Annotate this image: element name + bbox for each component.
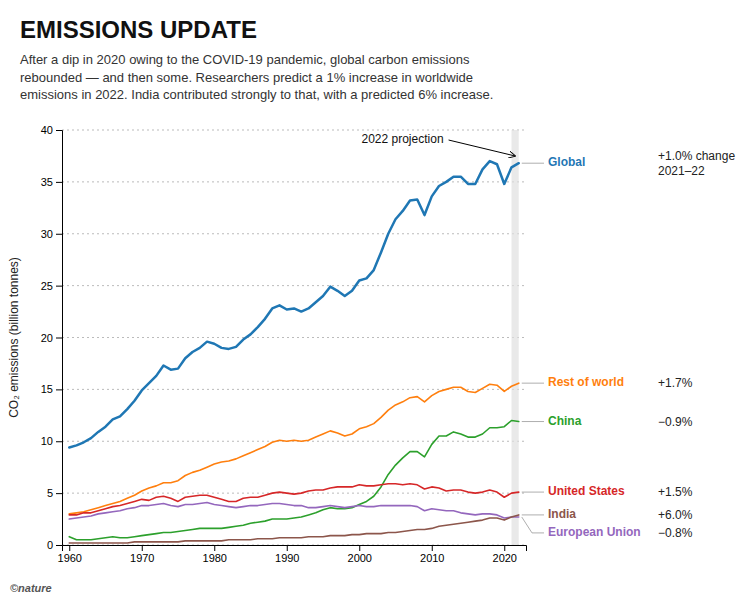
annotation-arrow — [449, 140, 516, 156]
x-tick-mark — [287, 545, 288, 551]
x-tick-label: 1960 — [58, 552, 82, 564]
change-label: −0.9% — [658, 415, 693, 429]
y-tick: 40 — [41, 124, 62, 136]
legend-label: Rest of world — [548, 375, 624, 389]
label-connector — [522, 163, 544, 164]
y-tick-mark — [56, 182, 62, 183]
series-line — [69, 502, 519, 519]
y-tick-mark — [56, 545, 62, 546]
x-tick: 1970 — [130, 545, 154, 564]
background — [0, 0, 751, 600]
change-label: +1.5% — [658, 485, 693, 499]
grid-line — [62, 181, 526, 182]
y-axis: 0 5 10 15 20 25 30 35 40 — [41, 124, 63, 551]
x-tick-mark — [504, 545, 505, 551]
x-tick: 2000 — [348, 545, 372, 564]
label-connector — [522, 514, 544, 515]
y-tick-label: 25 — [41, 280, 53, 292]
y-tick: 0 — [47, 539, 62, 551]
change-label: +6.0% — [658, 508, 693, 522]
grid-line — [62, 389, 526, 390]
grid-line — [62, 285, 526, 286]
y-tick-label: 15 — [41, 383, 53, 395]
change-label: −0.8% — [658, 526, 693, 540]
y-tick: 15 — [41, 383, 62, 395]
change-label: +1.0% change2021–22 — [658, 149, 735, 177]
y-tick-label: 0 — [47, 539, 53, 551]
x-tick-label: 2000 — [348, 552, 372, 564]
label-connector — [522, 492, 544, 493]
y-tick-label: 20 — [41, 332, 53, 344]
label-connector — [522, 421, 544, 422]
x-tick-label: 2010 — [420, 552, 444, 564]
grid-line — [62, 337, 526, 338]
change-label: +1.7% — [658, 376, 693, 390]
x-tick-mark — [432, 545, 433, 551]
series-line — [69, 421, 519, 540]
projection-region — [512, 130, 519, 545]
legend-label: United States — [548, 484, 625, 498]
y-tick-mark — [56, 234, 62, 235]
x-axis: 1960 1970 1980 1990 2000 2010 2020 — [58, 545, 527, 564]
y-tick-mark — [56, 493, 62, 494]
annotation: 2022 projection — [362, 132, 444, 146]
x-tick-mark — [214, 545, 215, 551]
y-tick-label: 30 — [41, 228, 53, 240]
x-tick-label: 2020 — [493, 552, 517, 564]
x-tick-label: 1990 — [275, 552, 299, 564]
x-tick-label: 1970 — [130, 552, 154, 564]
y-tick-label: 10 — [41, 435, 53, 447]
y-tick-mark — [56, 338, 62, 339]
y-tick-mark — [56, 389, 62, 390]
series-line — [69, 161, 519, 447]
x-tick: 1960 — [58, 545, 82, 564]
grid — [62, 130, 526, 545]
title: EMISSIONS UPDATE — [20, 16, 257, 43]
y-tick: 25 — [41, 280, 62, 292]
chart: EMISSIONS UPDATE After a dip in 2020 owin… — [0, 0, 751, 600]
y-tick: 10 — [41, 435, 62, 447]
plot-area — [69, 130, 519, 545]
label-connector — [522, 517, 544, 533]
x-tick-mark — [69, 545, 70, 551]
y-tick-label: 5 — [47, 487, 53, 499]
y-tick: 5 — [47, 487, 62, 499]
x-tick: 1990 — [275, 545, 299, 564]
y-tick-label: 40 — [41, 124, 53, 136]
grid-line — [62, 233, 526, 234]
subtitle: After a dip in 2020 owing to the COVID-1… — [20, 52, 493, 102]
y-tick-mark — [56, 441, 62, 442]
x-tick-mark — [359, 545, 360, 551]
x-axis-line — [63, 546, 527, 552]
legend-label: European Union — [548, 525, 641, 539]
copyright: ©nature — [10, 582, 52, 594]
legend-label: Global — [548, 155, 585, 169]
label-connector — [522, 383, 544, 384]
y-tick: 30 — [41, 228, 62, 240]
x-tick: 1980 — [203, 545, 227, 564]
series-line — [69, 515, 519, 543]
y-tick-label: 35 — [41, 176, 53, 188]
grid-line — [62, 130, 526, 131]
legend-label: China — [548, 414, 582, 428]
y-axis-line — [56, 131, 63, 546]
x-tick: 2010 — [420, 545, 444, 564]
y-axis-title: CO₂ emissions (billion tonnes) — [7, 257, 21, 418]
legend: Global +1.0% change2021–22 Rest of world +1… — [522, 149, 736, 540]
x-tick-mark — [142, 545, 143, 551]
x-tick: 2020 — [493, 545, 517, 564]
legend-label: India — [548, 507, 576, 521]
y-tick-mark — [56, 286, 62, 287]
y-tick: 35 — [41, 176, 62, 188]
y-tick-mark — [56, 130, 62, 131]
y-tick: 20 — [41, 332, 62, 344]
x-tick-label: 1980 — [203, 552, 227, 564]
